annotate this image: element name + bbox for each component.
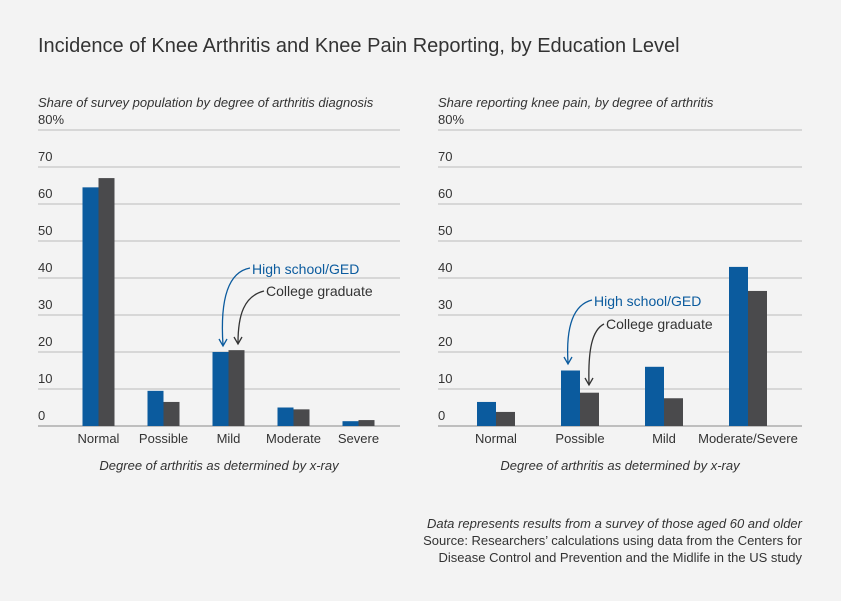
legend-label: College graduate — [266, 283, 373, 299]
y-tick-label: 0 — [38, 408, 45, 423]
bar — [228, 350, 245, 426]
y-tick-label: 10 — [38, 371, 52, 386]
legend-label: High school/GED — [252, 261, 359, 277]
bar — [82, 187, 99, 426]
arrow-head — [584, 377, 594, 387]
x-tick-label: Moderate/Severe — [698, 431, 798, 446]
bar — [147, 390, 164, 426]
annotation-arrow — [566, 299, 593, 364]
y-tick-label: 60 — [438, 186, 452, 201]
y-tick-label: 0 — [438, 408, 445, 423]
y-tick-label: 30 — [38, 297, 52, 312]
y-tick-label: 70 — [38, 149, 52, 164]
annotation-arrow — [588, 323, 605, 385]
y-tick-label: 50 — [38, 223, 52, 238]
x-tick-label: Mild — [652, 431, 676, 446]
annotation-arrow — [237, 290, 265, 344]
x-axis-label: Degree of arthritis as determined by x-r… — [500, 458, 741, 473]
y-tick-label: 70 — [438, 149, 452, 164]
bar — [580, 392, 599, 426]
arrow-head — [218, 338, 228, 348]
arrow-head — [233, 336, 243, 346]
bar — [729, 266, 748, 426]
x-tick-label: Possible — [555, 431, 604, 446]
x-tick-label: Severe — [338, 431, 379, 446]
legend-label: College graduate — [606, 316, 713, 332]
bar — [664, 398, 683, 426]
subtitle: Share of survey population by degree of … — [38, 95, 374, 110]
bar — [645, 366, 664, 426]
bar — [98, 178, 115, 426]
bar — [212, 352, 229, 426]
bar — [277, 407, 294, 426]
x-tick-label: Normal — [475, 431, 517, 446]
page-title: Incidence of Knee Arthritis and Knee Pai… — [38, 35, 680, 57]
y-tick-label: 20 — [38, 334, 52, 349]
bar — [163, 401, 180, 426]
y-tick-label: 10 — [438, 371, 452, 386]
bar — [561, 370, 580, 426]
legend-label: High school/GED — [594, 293, 701, 309]
footnote: Disease Control and Prevention and the M… — [439, 550, 803, 565]
y-tick-label: 50 — [438, 223, 452, 238]
footnote: Data represents results from a survey of… — [427, 516, 803, 531]
y-tick-label: 40 — [438, 260, 452, 275]
x-tick-label: Moderate — [266, 431, 321, 446]
x-axis-label: Degree of arthritis as determined by x-r… — [99, 458, 340, 473]
arrow-head — [563, 356, 573, 366]
y-tick-label: 80% — [38, 112, 64, 127]
bar — [748, 290, 767, 426]
x-tick-label: Mild — [217, 431, 241, 446]
x-tick-label: Normal — [78, 431, 120, 446]
y-tick-label: 40 — [38, 260, 52, 275]
x-tick-label: Possible — [139, 431, 188, 446]
bar — [496, 411, 515, 426]
bar — [342, 421, 359, 426]
bar — [293, 409, 310, 426]
bar — [477, 401, 496, 426]
bar — [358, 420, 375, 426]
footnote: Source: Researchers’ calculations using … — [423, 533, 803, 548]
y-tick-label: 30 — [438, 297, 452, 312]
annotation-arrow — [221, 267, 251, 346]
y-tick-label: 80% — [438, 112, 464, 127]
y-tick-label: 60 — [38, 186, 52, 201]
subtitle: Share reporting knee pain, by degree of … — [438, 95, 714, 110]
y-tick-label: 20 — [438, 334, 452, 349]
